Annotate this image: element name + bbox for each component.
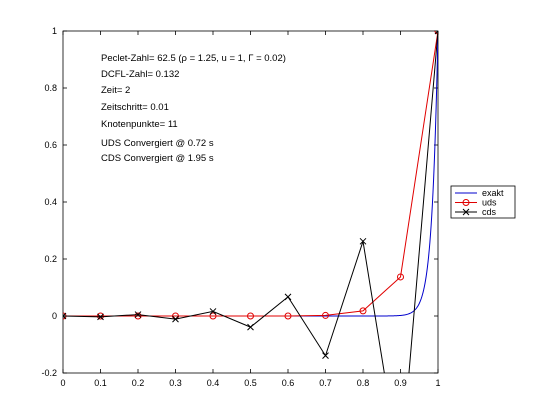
x-tick-label: 1 <box>435 378 440 388</box>
annotation-block: Peclet-Zahl= 62.5 (ρ = 1.25, u = 1, Γ = … <box>101 53 286 164</box>
y-tick-label: 0 <box>52 311 57 321</box>
annotation-line: Zeit= 2 <box>101 85 130 96</box>
x-tick-label: 0.1 <box>94 378 107 388</box>
y-tick-label: 0.6 <box>44 140 57 150</box>
y-tick-label: 1 <box>52 26 57 36</box>
point-uds <box>322 311 329 319</box>
point-uds <box>134 312 142 320</box>
y-tick-label: 0.4 <box>44 197 57 207</box>
x-tick-label: 0.8 <box>357 378 370 388</box>
legend-label-uds: uds <box>482 198 497 208</box>
x-tick-label: 0.4 <box>207 378 220 388</box>
point-cds <box>97 313 104 321</box>
series-line-uds <box>63 31 438 317</box>
x-tick-label: 0.2 <box>132 378 145 388</box>
y-tick-label: 0.2 <box>44 254 57 264</box>
point-cds <box>247 323 254 331</box>
point-cds <box>134 311 142 318</box>
x-tick-label: 0.6 <box>282 378 295 388</box>
legend-marker-uds <box>462 199 470 206</box>
series-layer <box>63 31 438 373</box>
point-cds <box>434 31 438 35</box>
plot-area <box>62 30 439 374</box>
x-tick-label: 0 <box>60 378 65 388</box>
annotation-line: Knotenpunkte= 11 <box>101 119 178 130</box>
point-uds <box>209 312 217 320</box>
x-tick-labels: 0 0.1 0.2 0.3 0.4 0.5 0.6 0.7 0.8 0.9 1 <box>60 378 440 388</box>
point-uds <box>397 273 404 281</box>
annotation-line: CDS Convergiert @ 1.95 s <box>101 153 214 164</box>
point-cds <box>63 312 67 320</box>
x-tick-label: 0.7 <box>319 378 332 388</box>
y-tick-labels: -0.2 0 0.2 0.4 0.6 0.8 1 <box>41 26 57 378</box>
annotation-line: Zeitschritt= 0.01 <box>101 102 169 113</box>
y-tick-label: 0.8 <box>44 83 57 93</box>
point-cds <box>284 293 292 301</box>
legend-marker-cds <box>462 208 470 216</box>
x-tick-label: 0.3 <box>169 378 182 388</box>
x-tick-label: 0.9 <box>394 378 407 388</box>
point-uds <box>359 307 367 315</box>
point-uds <box>97 312 104 320</box>
point-uds <box>247 312 254 320</box>
point-uds <box>284 312 292 320</box>
point-cds <box>322 352 329 359</box>
annotation-line: DCFL-Zahl= 0.132 <box>101 69 179 80</box>
point-cds <box>359 237 367 245</box>
x-tick-label: 0.5 <box>244 378 257 388</box>
point-cds <box>209 308 217 315</box>
y-tick-label: -0.2 <box>41 368 57 378</box>
annotation-line: Peclet-Zahl= 62.5 (ρ = 1.25, u = 1, Γ = … <box>101 53 286 64</box>
point-cds <box>172 315 179 323</box>
legend-label-exakt: exakt <box>482 188 504 198</box>
legend-label-cds: cds <box>482 207 497 217</box>
annotation-line: UDS Convergiert @ 0.72 s <box>101 138 214 149</box>
